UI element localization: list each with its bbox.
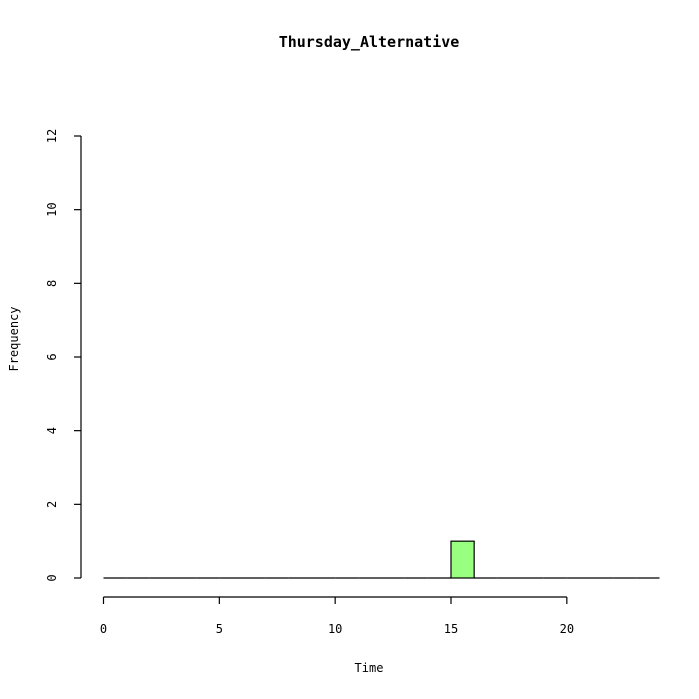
x-axis-label: Time (355, 661, 384, 675)
y-tick-label: 8 (45, 280, 59, 287)
histogram-bar (450, 540, 475, 579)
x-tick-label: 5 (216, 622, 223, 636)
x-tick-label: 0 (100, 622, 107, 636)
x-axis: 0 5 10 15 20 (100, 596, 574, 636)
x-tick-label: 20 (560, 622, 574, 636)
y-tick-label: 12 (45, 129, 59, 143)
y-tick-label: 4 (45, 427, 59, 434)
y-tick-label: 10 (45, 202, 59, 216)
y-tick-label: 6 (45, 353, 59, 360)
y-tick-label: 2 (45, 501, 59, 508)
bars-group (103, 540, 660, 579)
x-tick-label: 10 (328, 622, 342, 636)
y-tick-label: 0 (45, 574, 59, 581)
x-tick-label: 15 (444, 622, 458, 636)
y-axis-label: Frequency (7, 306, 21, 371)
chart-title: Thursday_Alternative (279, 33, 460, 51)
y-axis: 0 2 4 6 8 10 12 (45, 129, 82, 582)
